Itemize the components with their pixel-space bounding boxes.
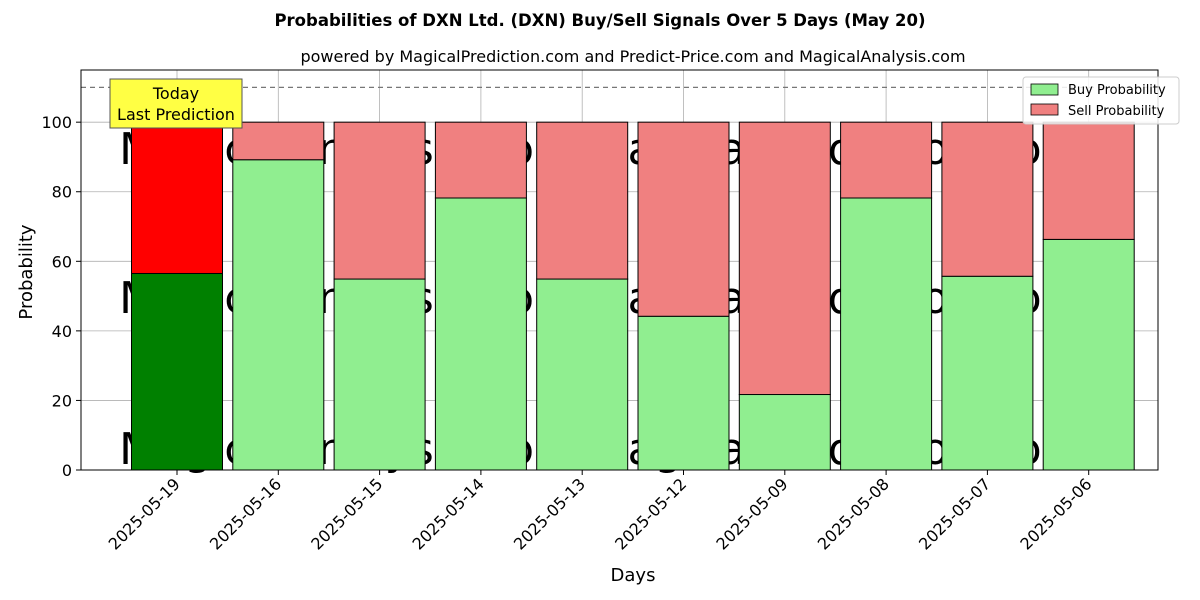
sell-bar [536,121,629,280]
sell-bar [1042,121,1135,240]
buy-bar [738,394,831,471]
sell-bar [434,121,527,199]
x-tick-label: 2025-05-14 [409,474,488,553]
annotation-line-2: Last Prediction [117,105,235,124]
sell-bar [131,121,223,274]
sell-bar [738,121,831,396]
x-tick-label: 2025-05-07 [915,474,994,553]
legend-label-buy: Buy Probability [1068,83,1166,98]
plot-frame [80,69,1159,471]
sell-bar [840,121,933,199]
y-axis-label: Probability [16,224,37,319]
sell-bar [232,121,325,161]
legend-label-sell: Sell Probability [1068,104,1165,119]
buy-bar [131,272,223,471]
buy-bar [1042,238,1135,471]
bars [131,121,1135,471]
x-tick-label: 2025-05-12 [611,474,690,553]
sell-bar [637,121,730,317]
x-tick-label: 2025-05-09 [712,474,791,553]
y-tick-label: 20 [52,391,72,410]
y-tick-label: 0 [62,461,72,480]
y-tick-label: 40 [52,322,72,341]
sell-bar [333,121,426,280]
buy-bar [434,197,527,471]
x-tick-label: 2025-05-13 [510,474,589,553]
x-tick-label: 2025-05-19 [105,474,184,553]
x-tick-label: 2025-05-06 [1016,474,1095,553]
chart-title: Probabilities of DXN Ltd. (DXN) Buy/Sell… [274,11,925,30]
legend: Buy Probability Sell Probability [1022,76,1180,125]
legend-swatch-sell [1030,103,1059,116]
today-annotation: Today Last Prediction [109,78,243,129]
x-axis-label: Days [611,565,656,586]
y-axis: 0 20 40 60 80 100 [41,113,81,480]
buy-bar [536,278,629,471]
buy-bar [232,159,325,471]
annotation-line-1: Today [152,84,199,103]
x-tick-label: 2025-05-15 [307,474,386,553]
chart-subtitle: powered by MagicalPrediction.com and Pre… [300,47,965,66]
sell-bar [941,121,1034,277]
x-tick-label: 2025-05-08 [814,474,893,553]
x-axis: 2025-05-19 2025-05-16 2025-05-15 2025-05-14… [105,470,1096,554]
buy-bar [840,197,933,471]
x-tick-label: 2025-05-16 [206,474,285,553]
annotation-box [109,78,243,129]
y-tick-label: 80 [52,183,72,202]
buy-bar [941,275,1034,471]
buy-bar [333,278,426,471]
legend-swatch-buy [1030,83,1059,96]
legend-frame [1022,76,1180,125]
buy-bar [637,315,730,471]
y-tick-label: 100 [41,113,72,132]
y-tick-label: 60 [52,252,72,271]
